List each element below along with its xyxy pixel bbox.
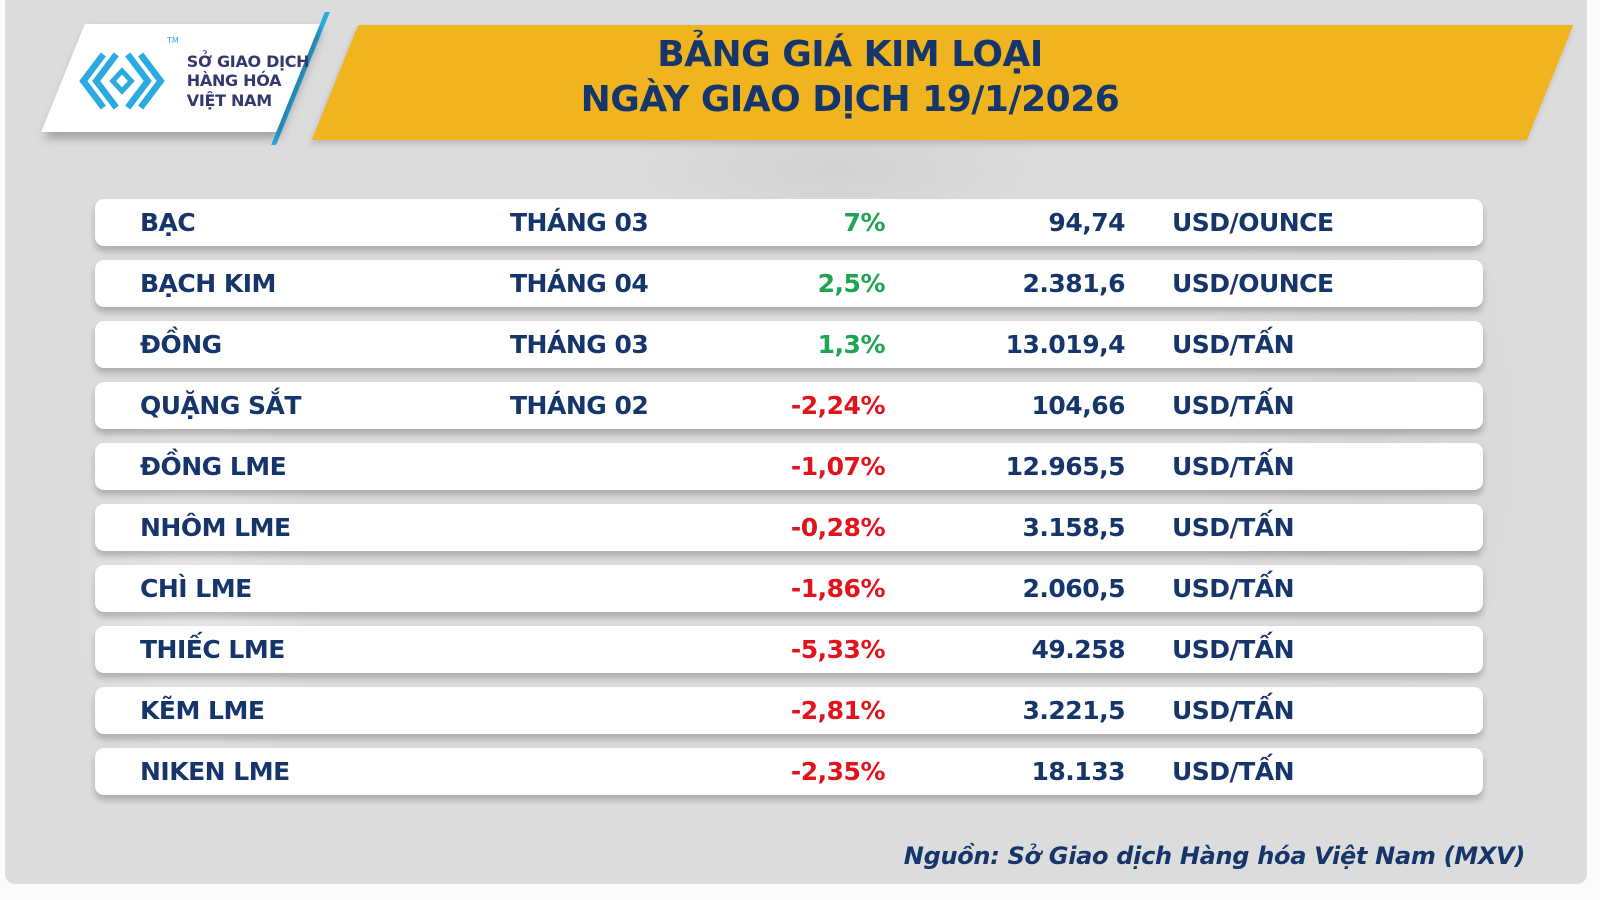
table-row: KẼM LME -2,81% 3.221,5 USD/TẤN	[95, 687, 1483, 734]
cell-commodity-name: CHÌ LME	[140, 574, 252, 603]
table-row: NHÔM LME -0,28% 3.158,5 USD/TẤN	[95, 504, 1483, 551]
cell-commodity-name: NIKEN LME	[140, 757, 290, 786]
table-row: ĐỒNG LME -1,07% 12.965,5 USD/TẤN	[95, 443, 1483, 490]
mxv-logo-icon	[79, 52, 165, 110]
cell-price: 94,74	[1048, 208, 1125, 237]
cell-commodity-name: ĐỒNG LME	[140, 452, 287, 481]
cell-unit: USD/TẤN	[1172, 696, 1295, 725]
cell-unit: USD/OUNCE	[1172, 208, 1334, 237]
cell-percent-change: -5,33%	[790, 635, 886, 664]
cell-percent-change: -2,24%	[790, 391, 886, 420]
cell-percent-change: 7%	[843, 208, 886, 237]
cell-unit: USD/TẤN	[1172, 574, 1295, 603]
cell-commodity-name: BẠC	[140, 208, 196, 237]
logo-wordmark-line3: VIỆT NAM	[186, 90, 272, 110]
cell-percent-change: -1,86%	[790, 574, 886, 603]
logo: TM SỞ GIAO DỊCH HÀNG HÓA VIỆT NAM	[79, 36, 319, 124]
cell-unit: USD/TẤN	[1172, 635, 1295, 664]
logo-wordmark: SỞ GIAO DỊCH HÀNG HÓA VIỆT NAM	[186, 51, 310, 111]
cell-price: 12.965,5	[1005, 452, 1126, 481]
cell-unit: USD/OUNCE	[1172, 269, 1334, 298]
logo-wordmark-line2: HÀNG HÓA	[186, 71, 282, 91]
cell-percent-change: -0,28%	[790, 513, 886, 542]
cell-price: 49.258	[1031, 635, 1126, 664]
cell-unit: USD/TẤN	[1172, 330, 1295, 359]
table-row: BẠCH KIM THÁNG 04 2,5% 2.381,6 USD/OUNCE	[95, 260, 1483, 307]
cell-unit: USD/TẤN	[1172, 757, 1295, 786]
cell-commodity-name: BẠCH KIM	[140, 269, 276, 298]
trademark-symbol: TM	[167, 36, 179, 45]
cell-percent-change: 1,3%	[817, 330, 886, 359]
cell-commodity-name: ĐỒNG	[140, 330, 222, 359]
cell-contract-month: THÁNG 04	[510, 269, 649, 298]
source-credit: Nguồn: Sở Giao dịch Hàng hóa Việt Nam (M…	[903, 842, 1526, 870]
cell-price: 18.133	[1031, 757, 1126, 786]
cell-commodity-name: NHÔM LME	[140, 513, 291, 542]
cell-percent-change: -2,81%	[790, 696, 886, 725]
cell-price: 2.381,6	[1022, 269, 1126, 298]
cell-contract-month: THÁNG 02	[510, 391, 649, 420]
background-canvas: TM SỞ GIAO DỊCH HÀNG HÓA VIỆT NAM BẢNG G…	[5, 0, 1587, 884]
page-title-line1: BẢNG GIÁ KIM LOẠI	[657, 34, 1043, 75]
cell-percent-change: -2,35%	[790, 757, 886, 786]
page-title-line2: NGÀY GIAO DỊCH 19/1/2026	[580, 79, 1120, 120]
table-row: NIKEN LME -2,35% 18.133 USD/TẤN	[95, 748, 1483, 795]
cell-price: 2.060,5	[1022, 574, 1126, 603]
cell-price: 13.019,4	[1005, 330, 1126, 359]
cell-price: 3.158,5	[1022, 513, 1126, 542]
cell-unit: USD/TẤN	[1172, 513, 1295, 542]
table-row: ĐỒNG THÁNG 03 1,3% 13.019,4 USD/TẤN	[95, 321, 1483, 368]
cell-commodity-name: THIẾC LME	[140, 635, 285, 664]
table-row: THIẾC LME -5,33% 49.258 USD/TẤN	[95, 626, 1483, 673]
page-title: BẢNG GIÁ KIM LOẠI NGÀY GIAO DỊCH 19/1/20…	[5, 32, 1587, 122]
cell-contract-month: THÁNG 03	[510, 330, 649, 359]
table-row: QUẶNG SẮT THÁNG 02 -2,24% 104,66 USD/TẤN	[95, 382, 1483, 429]
cell-price: 104,66	[1031, 391, 1126, 420]
logo-wordmark-line1: SỞ GIAO DỊCH	[186, 51, 310, 71]
table-row: CHÌ LME -1,86% 2.060,5 USD/TẤN	[95, 565, 1483, 612]
cell-contract-month: THÁNG 03	[510, 208, 649, 237]
cell-commodity-name: KẼM LME	[140, 696, 265, 725]
cell-price: 3.221,5	[1022, 696, 1126, 725]
cell-percent-change: -1,07%	[790, 452, 886, 481]
price-table: BẠC THÁNG 03 7% 94,74 USD/OUNCE BẠCH KIM…	[95, 199, 1483, 809]
cell-commodity-name: QUẶNG SẮT	[140, 391, 301, 420]
table-row: BẠC THÁNG 03 7% 94,74 USD/OUNCE	[95, 199, 1483, 246]
cell-unit: USD/TẤN	[1172, 391, 1295, 420]
cell-unit: USD/TẤN	[1172, 452, 1295, 481]
cell-percent-change: 2,5%	[817, 269, 886, 298]
